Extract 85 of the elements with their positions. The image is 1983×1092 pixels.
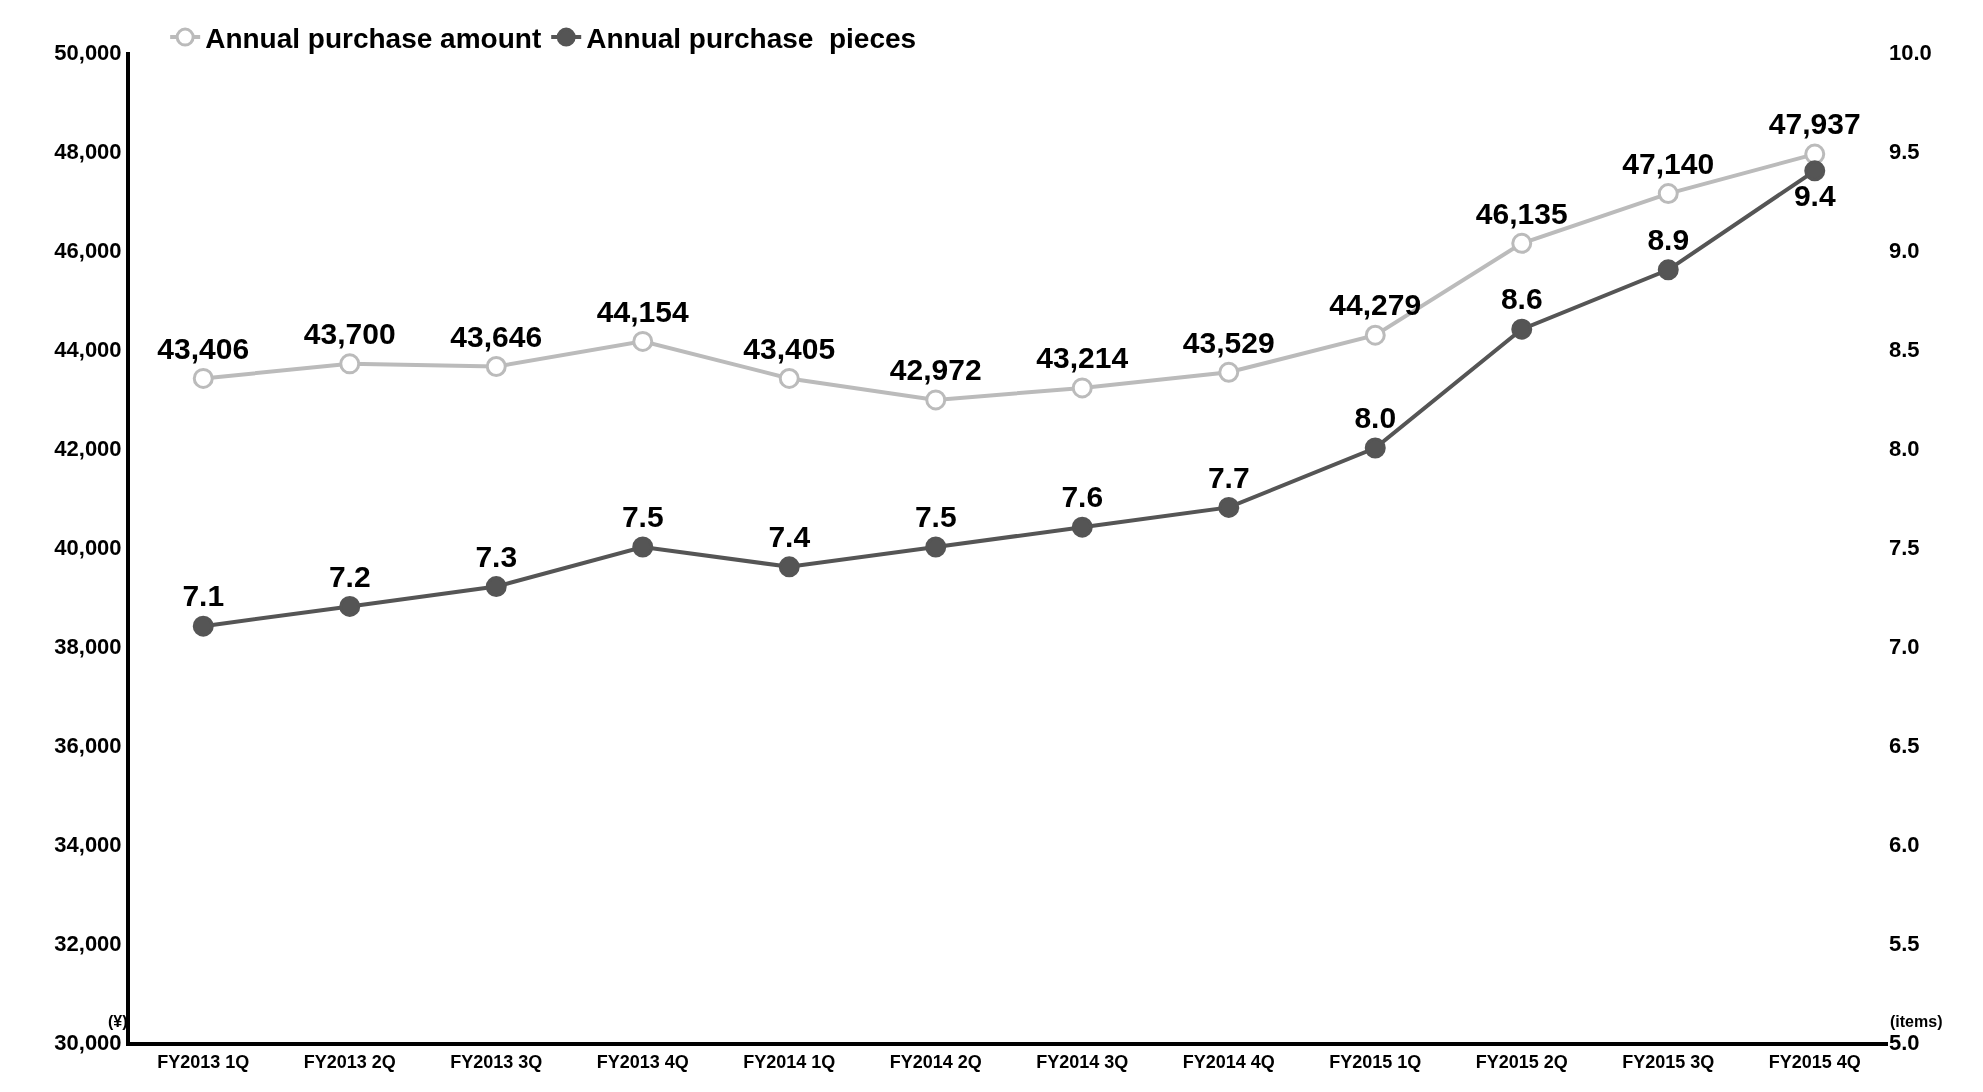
x-tick-label: FY2014 3Q: [1036, 1051, 1129, 1072]
point: [778, 367, 800, 389]
point: [1804, 160, 1826, 182]
data-label: 9.4: [1793, 178, 1836, 212]
x-tick-label: FY2015 3Q: [1622, 1051, 1715, 1072]
point: [485, 356, 507, 378]
data-label: 7.4: [768, 520, 811, 554]
data-label: 7.7: [1207, 460, 1250, 494]
y-tick-label: 44,000: [54, 336, 122, 362]
y2-tick-label: 6.0: [1889, 831, 1920, 857]
data-label: 43,646: [450, 319, 543, 353]
x-tick-label: FY2014 1Q: [743, 1051, 836, 1072]
annotation: (¥): [108, 1013, 128, 1030]
data-label: 43,405: [743, 331, 836, 365]
y-tick-label: 34,000: [54, 831, 122, 857]
x-tick-label: FY2015 4Q: [1768, 1051, 1861, 1072]
x-tick-label: FY2013 4Q: [596, 1051, 689, 1072]
point: [925, 389, 947, 411]
y2-tick-label: 5.5: [1889, 930, 1920, 956]
point: [1071, 516, 1093, 538]
y-tick-label: 46,000: [54, 237, 122, 263]
data-label: 44,279: [1329, 288, 1422, 322]
legend-label: Annual purchase pieces: [586, 23, 917, 55]
data-label: 7.1: [182, 579, 225, 613]
x-tick-label: FY2015 1Q: [1329, 1051, 1422, 1072]
y2-tick-label: 9.0: [1889, 237, 1920, 263]
data-label: 43,529: [1182, 325, 1275, 359]
point: [632, 330, 654, 352]
data-label: 44,154: [596, 294, 689, 328]
x-tick-label: FY2014 2Q: [889, 1051, 982, 1072]
point: [1511, 232, 1533, 254]
y-tick-label: 40,000: [54, 534, 122, 560]
y-tick-label: 48,000: [54, 138, 122, 164]
y-tick-label: 36,000: [54, 732, 122, 758]
y-tick-label: 50,000: [54, 39, 122, 65]
y2-tick-label: 8.5: [1889, 336, 1920, 362]
data-label: 43,214: [1036, 341, 1129, 375]
legend-label: Annual purchase amount: [205, 23, 542, 55]
data-label: 43,700: [303, 317, 396, 351]
data-label: 7.5: [914, 500, 957, 534]
point: [1364, 437, 1386, 459]
point: [1218, 496, 1240, 518]
data-label: 7.2: [328, 559, 371, 593]
point: [339, 595, 361, 617]
data-label: 42,972: [889, 353, 982, 387]
point: [632, 536, 654, 558]
point: [339, 353, 361, 375]
point: [1657, 259, 1679, 281]
data-label: 7.6: [1061, 480, 1104, 514]
data-label: 47,937: [1768, 107, 1861, 141]
x-tick-label: FY2014 4Q: [1182, 1051, 1275, 1072]
y2-tick-label: 8.0: [1889, 435, 1920, 461]
point: [1071, 377, 1093, 399]
text: (items): [1890, 1013, 1943, 1030]
point: [925, 536, 947, 558]
y2-tick-label: 5.0: [1889, 1029, 1920, 1055]
data-label: 43,406: [157, 331, 250, 365]
y-tick-label: 42,000: [54, 435, 122, 461]
y-tick-label: 38,000: [54, 633, 122, 659]
y2-tick-label: 6.5: [1889, 732, 1920, 758]
data-label: 7.3: [475, 539, 518, 573]
data-label: 7.5: [621, 500, 664, 534]
point: [1364, 324, 1386, 346]
data-label: 8.9: [1647, 223, 1690, 257]
point: [485, 576, 507, 598]
y2-tick-label: 10.0: [1889, 39, 1932, 65]
point: [1218, 361, 1240, 383]
point: [1511, 318, 1533, 340]
data-label: 47,140: [1622, 146, 1715, 180]
data-label: 46,135: [1475, 196, 1568, 230]
point: [1657, 183, 1679, 205]
y-tick-label: 30,000: [54, 1029, 122, 1055]
x-tick-label: FY2013 3Q: [450, 1051, 543, 1072]
y2-tick-label: 7.5: [1889, 534, 1920, 560]
x-tick-label: FY2013 2Q: [303, 1051, 396, 1072]
y-tick-label: 32,000: [54, 930, 122, 956]
point: [778, 556, 800, 578]
x-tick-label: FY2015 2Q: [1475, 1051, 1568, 1072]
data-label: 8.6: [1500, 282, 1543, 316]
data-label: 8.0: [1354, 401, 1397, 435]
point: [192, 367, 214, 389]
y2-tick-label: 7.0: [1889, 633, 1920, 659]
point: [192, 615, 214, 637]
x-tick-label: FY2013 1Q: [157, 1051, 250, 1072]
y2-tick-label: 9.5: [1889, 138, 1920, 164]
